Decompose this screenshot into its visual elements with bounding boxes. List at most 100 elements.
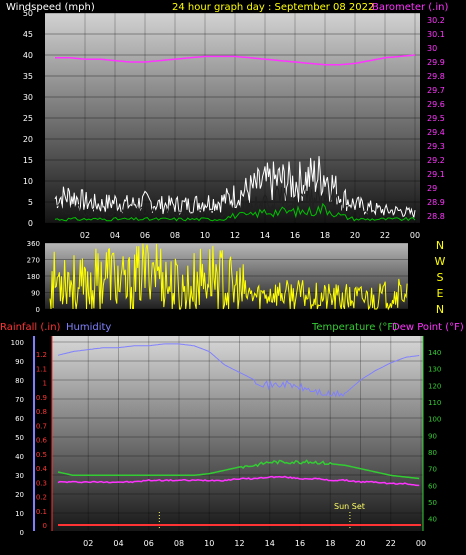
average-wind-line [54,202,416,222]
rainfall-tick: 0.8 [36,408,47,416]
dewpoint-line [57,475,420,487]
dewpoint-axis-label: Dew Point (°F) [392,322,464,333]
barometer-tick: 28.8 [427,212,445,221]
temp-x-tick: 12 [234,539,244,548]
temperature-tick: 100 [428,416,441,424]
barometer-tick: 30 [427,44,437,53]
rainfall-tick: 0.5 [36,451,47,459]
wind-x-tick-labels: 02 04 06 08 10 12 14 16 18 20 22 00 [80,231,420,240]
barometer-tick: 29.9 [427,58,445,67]
windspeed-tick: 5 [28,198,33,207]
compass-label: N [436,303,444,316]
humidity-tick: 80 [15,377,24,385]
rainfall-tick: 0 [43,522,47,530]
gust-line [54,156,416,218]
wind-x-tick: 06 [140,231,150,240]
wind-x-tick: 02 [80,231,90,240]
temp-x-tick: 00 [416,539,426,548]
barometer-tick: 29.2 [427,156,445,165]
temp-series [57,343,421,529]
temp-x-tick: 18 [325,539,335,548]
windspeed-tick: 0 [28,219,33,228]
compass-label: E [437,287,444,300]
direction-tick: 180 [27,273,40,281]
windspeed-tick: 35 [23,72,33,81]
humidity-tick: 50 [15,434,24,442]
wind-x-tick: 08 [170,231,180,240]
direction-tick: 270 [27,257,40,265]
windspeed-tick: 25 [23,114,33,123]
temperature-tick-labels: 140 130 120 110 100 90 80 70 60 50 40 [428,349,441,524]
temp-grid [52,336,423,533]
barometer-tick: 28.9 [427,198,445,207]
wind-x-tick: 04 [110,231,120,240]
temp-x-tick: 10 [204,539,214,548]
windspeed-tick: 10 [23,177,33,186]
compass-label: S [437,271,444,284]
humidity-tick: 90 [15,358,24,366]
temp-x-tick: 16 [295,539,305,548]
windspeed-tick: 40 [23,51,33,60]
humidity-axis-label: Humidity [66,322,111,333]
temp-x-tick: 04 [113,539,123,548]
temperature-axis-label: Temperature (°F) [311,322,397,333]
temperature-tick: 120 [428,382,441,390]
rainfall-tick: 1.1 [36,365,47,373]
windspeed-tick: 15 [23,156,33,165]
wind-plot-area [45,13,420,223]
compass-label: N [436,239,444,252]
direction-tick: 90 [31,290,40,298]
barometer-tick: 30.1 [427,30,445,39]
direction-tick: 0 [36,306,40,314]
rainfall-tick: 0.2 [36,494,47,502]
wind-x-tick: 10 [200,231,210,240]
barometer-tick: 29.7 [427,86,445,95]
barometer-tick: 29.1 [427,170,445,179]
wind-x-tick: 12 [230,231,240,240]
windspeed-tick: 20 [23,135,33,144]
barometer-tick: 29 [427,184,437,193]
temperature-tick: 90 [428,432,437,440]
windspeed-tick: 50 [23,9,33,18]
temp-plot-area [52,336,423,531]
temperature-tick: 140 [428,349,441,357]
rainfall-tick: 0.1 [36,508,47,516]
barometer-tick: 29.6 [427,100,445,109]
barometer-line [55,54,416,66]
temperature-tick: 130 [428,366,441,374]
windspeed-tick: 45 [23,30,33,39]
direction-series [49,243,408,311]
humidity-line [57,343,420,398]
rainfall-tick: 1 [43,380,47,388]
temp-x-tick: 22 [386,539,396,548]
wind-series [54,54,416,222]
rainfall-tick: 0.7 [36,422,47,430]
barometer-tick: 29.5 [427,114,445,123]
windspeed-axis-label: Windspeed (mph) [6,2,95,13]
temp-x-tick: 14 [265,539,275,548]
temp-x-tick: 06 [144,539,154,548]
wind-x-tick: 00 [410,231,420,240]
barometer-tick: 29.8 [427,72,445,81]
temperature-tick: 50 [428,499,437,507]
wind-direction-line [49,243,408,311]
rainfall-tick: 0.4 [36,465,48,473]
temp-x-tick: 02 [83,539,93,548]
wind-x-tick: 18 [320,231,330,240]
rainfall-tick-labels: 1.2 1.1 1 0.9 0.8 0.7 0.6 0.5 0.4 0.3 0.2 0.1 0 [36,351,48,530]
rainfall-axis-label: Rainfall (.in) [0,322,61,333]
temperature-tick: 80 [428,449,437,457]
temperature-tick: 60 [428,482,437,490]
temp-x-tick: 20 [355,539,365,548]
chart-title: 24 hour graph day : September 08 2022 [172,2,374,13]
barometer-tick-labels: 30.2 30.1 30 29.9 29.8 29.7 29.6 29.5 29.4 29.3 29… [427,16,445,221]
rainfall-tick: 0.3 [36,479,47,487]
wind-x-tick: 14 [260,231,270,240]
rainfall-tick: 0.6 [36,437,48,445]
humidity-tick: 70 [15,396,24,404]
direction-tick-labels: 360 270 180 90 0 [27,240,40,314]
temperature-line [57,459,420,480]
barometer-axis-label: Barometer (.in) [372,2,448,13]
